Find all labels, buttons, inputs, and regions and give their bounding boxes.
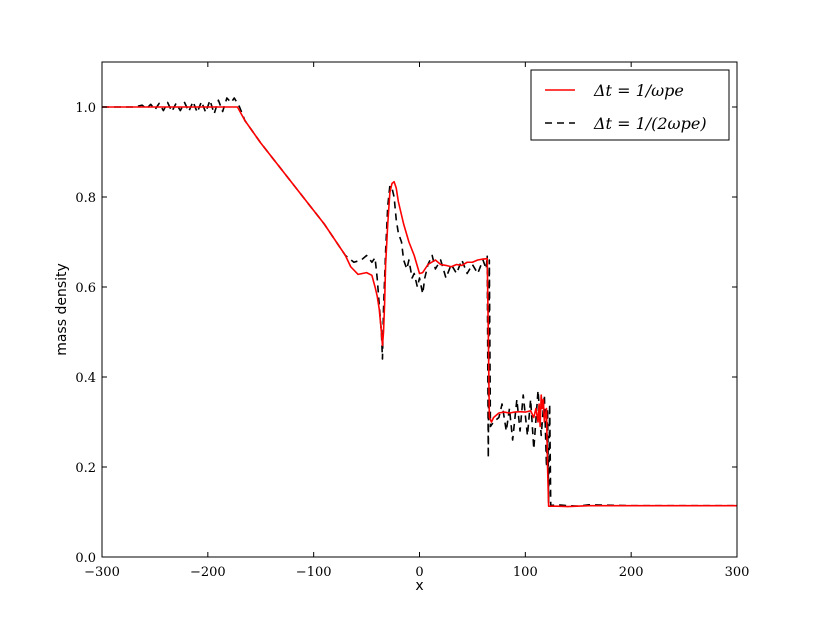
y-tick-label: 0.8 [75,191,96,206]
x-tick-label: 200 [619,565,644,580]
plot-frame [101,61,738,558]
y-tick-label: 1.0 [75,101,96,116]
x-axis-label: x [415,578,423,594]
x-tick-label: −200 [190,565,226,580]
legend-box [530,69,730,141]
x-tick-label: −100 [296,565,332,580]
x-tick-label: 100 [513,565,538,580]
x-tick-label: −300 [84,565,120,580]
legend-label-series-2: Δt = 1/(2ωpe) [593,114,707,133]
series-layer [102,97,737,508]
series-line-1 [102,106,737,508]
x-tick-label: 0 [415,565,423,580]
series-line-2 [102,97,737,507]
legend-label-series-1: Δt = 1/ωpe [593,81,684,100]
y-tick-label: 0.6 [75,281,96,296]
ticks-layer: −300 −200 −100 0 100 200 300 0.0 0.2 0.4 0.6 0.8 1.0 [75,62,749,580]
legend: Δt = 1/ωpe Δt = 1/(2ωpe) [530,69,730,141]
y-tick-label: 0.4 [75,371,96,386]
x-tick-label: 300 [725,565,750,580]
y-tick-label: 0.2 [75,461,96,476]
y-tick-label: 0.0 [75,551,96,566]
y-axis-label: mass density [54,263,70,356]
